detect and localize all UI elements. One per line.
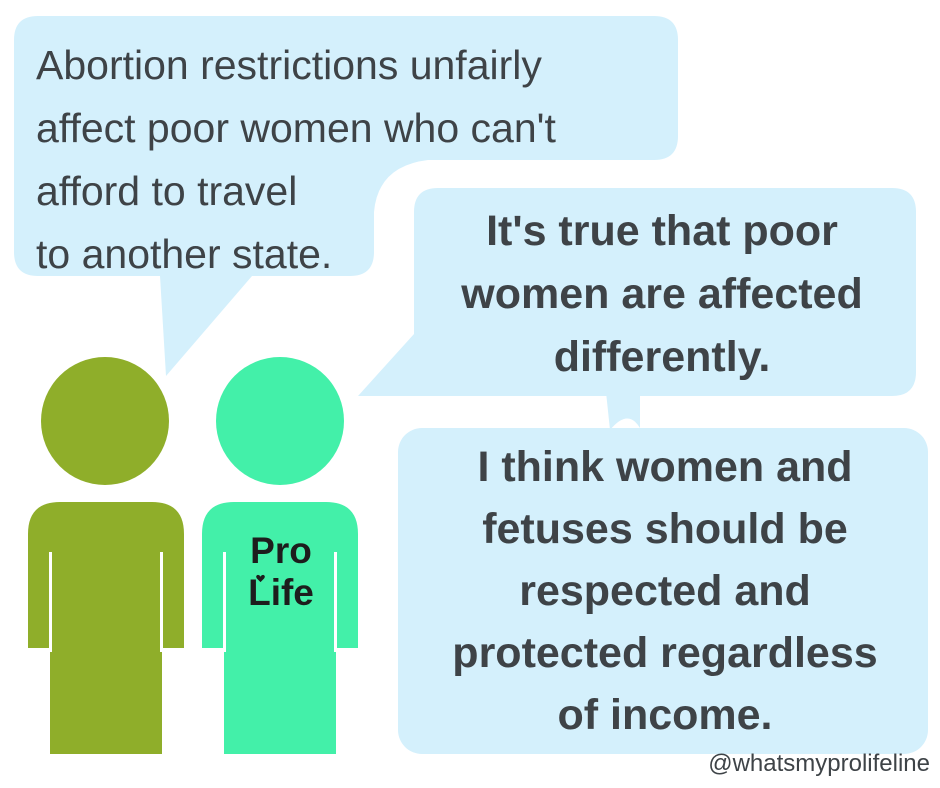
speech-left-text: Abortion restrictions unfairly affect po…: [36, 34, 656, 286]
shirt-line-1: Pro: [250, 530, 312, 571]
bubble-connector: [606, 392, 640, 430]
speech-bubble-right-top: [358, 188, 916, 396]
speech-right-bottom-line: I think women and: [477, 443, 853, 491]
speech-right-top-line: differently.: [553, 333, 771, 381]
speech-right-bottom-line: of income.: [557, 691, 773, 739]
speech-right-top-line: women are affected: [461, 270, 863, 318]
speech-left-line: to another state.: [36, 231, 333, 277]
speech-right-top-line: It's true that poor: [486, 207, 838, 255]
shirt-line-2: Life: [248, 572, 314, 613]
person-left: [28, 357, 184, 754]
speech-right-top-text: It's true that poor women are affected d…: [412, 200, 912, 389]
speech-left-line: afford to travel: [36, 168, 298, 214]
speech-right-bottom-line: fetuses should be: [482, 505, 848, 553]
person-right: [202, 357, 358, 754]
social-handle: @whatsmyprolifeline: [708, 750, 930, 777]
speech-right-bottom-line: protected regardless: [452, 629, 878, 677]
speech-right-bottom-line: respected and: [519, 567, 811, 615]
speech-right-bottom-text: I think women and fetuses should be resp…: [400, 436, 930, 746]
speech-left-line: affect poor women who can't: [36, 105, 556, 151]
heart-icon: [256, 574, 265, 583]
pro-life-shirt-text: Pro Life: [232, 530, 330, 614]
speech-bubble-right-bottom: [398, 428, 928, 754]
speech-bubble-left: [14, 16, 678, 376]
speech-left-line: Abortion restrictions unfairly: [36, 42, 542, 88]
